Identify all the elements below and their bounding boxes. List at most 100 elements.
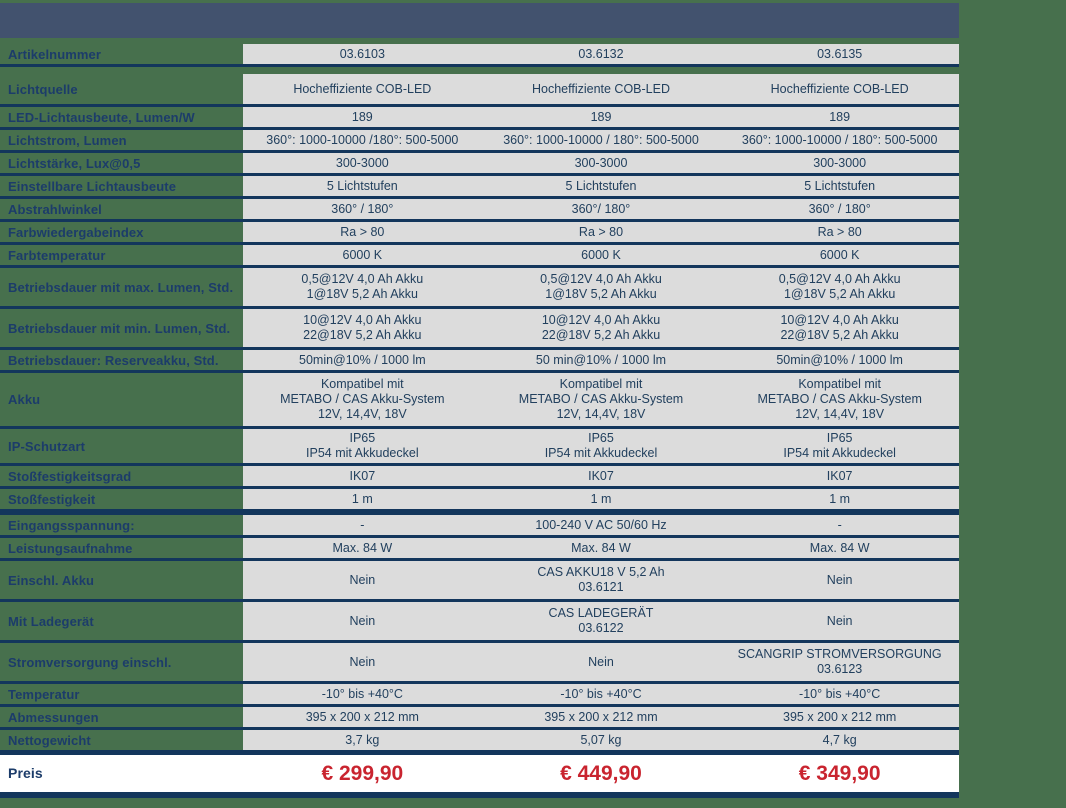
spec-label: Akku	[8, 392, 41, 407]
spec-label: Betriebsdauer: Reserveakku, Std.	[8, 352, 219, 368]
spec-value: 395 x 200 x 212 mm	[481, 707, 721, 727]
spec-value: € 349,90	[720, 755, 959, 792]
spec-value: 5 Lichtstufen	[481, 176, 721, 196]
table-row: Eingangsspannung: - 100-240 V AC 50/60 H…	[0, 515, 959, 538]
spec-value: IP65 IP54 mit Akkudeckel	[720, 429, 959, 463]
spec-label: Abmessungen	[8, 709, 99, 725]
spec-value: 360° / 180°	[243, 199, 482, 219]
table-row: Abstrahlwinkel 360° / 180° 360°/ 180° 36…	[0, 199, 959, 222]
spec-value: 395 x 200 x 212 mm	[720, 707, 959, 727]
table-row: Einschl. Akku Nein CAS AKKU18 V 5,2 Ah 0…	[0, 561, 959, 602]
spec-value: 6000 K	[720, 245, 959, 265]
spec-label: IP-Schutzart	[8, 438, 86, 454]
spec-value: IK07	[481, 466, 721, 486]
spec-value: Nein	[720, 602, 959, 640]
spec-value: Ra > 80	[481, 222, 721, 242]
spec-value: 189	[720, 107, 959, 127]
spec-value: 1 m	[243, 489, 482, 509]
spec-label: Eingangsspannung:	[8, 517, 135, 533]
spec-value: IP65 IP54 mit Akkudeckel	[243, 429, 482, 463]
spec-label: Stromversorgung einschl.	[8, 654, 172, 670]
spec-label: Nettogewicht	[8, 732, 91, 748]
spec-value: Nein	[243, 602, 482, 640]
spec-value: -10° bis +40°C	[720, 684, 959, 704]
spec-label: Preis	[0, 755, 243, 792]
spec-value: 189	[243, 107, 482, 127]
spec-value: 03.6103	[243, 44, 482, 64]
spec-value: 360°: 1000-10000 / 180°: 500-5000	[481, 130, 721, 150]
spec-value: 10@12V 4,0 Ah Akku 22@18V 5,2 Ah Akku	[720, 309, 959, 347]
spec-label: Artikelnummer	[8, 46, 102, 62]
spec-value: 300-3000	[720, 153, 959, 173]
spec-label: Lichtquelle	[8, 81, 78, 97]
spec-value: 395 x 200 x 212 mm	[243, 707, 482, 727]
table-row: Artikelnummer 03.6103 03.6132 03.6135	[0, 44, 959, 67]
spec-value: 5 Lichtstufen	[720, 176, 959, 196]
table-row: Lichtstrom, Lumen 360°: 1000-10000 /180°…	[0, 130, 959, 153]
table-row: Leistungsaufnahme Max. 84 W Max. 84 W Ma…	[0, 538, 959, 561]
spec-value: CAS LADEGERÄT 03.6122	[481, 602, 721, 640]
spec-value: € 449,90	[481, 755, 721, 792]
spec-value: Max. 84 W	[720, 538, 959, 558]
spec-value: 50min@10% / 1000 lm	[720, 350, 959, 370]
table-row: LED-Lichtausbeute, Lumen/W 189 189 189	[0, 107, 959, 130]
spec-value: 360°: 1000-10000 / 180°: 500-5000	[720, 130, 959, 150]
spec-value: -10° bis +40°C	[243, 684, 482, 704]
table-row: Farbwiedergabeindex Ra > 80 Ra > 80 Ra >…	[0, 222, 959, 245]
spec-value: 300-3000	[481, 153, 721, 173]
spec-value: Max. 84 W	[243, 538, 482, 558]
spec-value: 1 m	[720, 489, 959, 509]
spec-value: 360°/ 180°	[481, 199, 721, 219]
spec-label: Farbtemperatur	[8, 247, 106, 263]
table-row: Stoßfestigkeit 1 m 1 m 1 m	[0, 489, 959, 515]
spec-value: 10@12V 4,0 Ah Akku 22@18V 5,2 Ah Akku	[481, 309, 721, 347]
spec-value: Kompatibel mit METABO / CAS Akku-System …	[720, 373, 959, 426]
spec-value: Nein	[243, 561, 482, 599]
spec-label: Mit Ladegerät	[8, 613, 94, 629]
spec-value: Hocheffiziente COB-LED	[481, 74, 721, 104]
spec-table: Artikelnummer 03.6103 03.6132 03.6135 Li…	[0, 44, 959, 798]
table-row: Einstellbare Lichtausbeute 5 Lichtstufen…	[0, 176, 959, 199]
table-row: Nettogewicht 3,7 kg 5,07 kg 4,7 kg	[0, 730, 959, 755]
table-row: Lichtstärke, Lux@0,5 300-3000 300-3000 3…	[0, 153, 959, 176]
spec-label: Betriebsdauer mit max. Lumen, Std.	[8, 279, 234, 295]
spec-value: 360°: 1000-10000 /180°: 500-5000	[243, 130, 482, 150]
spec-label: Farbwiedergabeindex	[8, 224, 144, 240]
spec-value: IK07	[243, 466, 482, 486]
spec-value: SCANGRIP STROMVERSORGUNG 03.6123	[720, 643, 959, 681]
spec-value: Nein	[243, 643, 482, 681]
table-row: Betriebsdauer mit min. Lumen, Std. 10@12…	[0, 309, 959, 350]
spec-value: IK07	[720, 466, 959, 486]
spec-value: 03.6132	[481, 44, 721, 64]
table-row: Mit Ladegerät Nein CAS LADEGERÄT 03.6122…	[0, 602, 959, 643]
table-row: Farbtemperatur 6000 K 6000 K 6000 K	[0, 245, 959, 268]
table-row: Lichtquelle Hocheffiziente COB-LED Hoche…	[0, 74, 959, 107]
spec-value: 189	[481, 107, 721, 127]
spec-value: 50min@10% / 1000 lm	[243, 350, 482, 370]
spec-value: 300-3000	[243, 153, 482, 173]
spec-value: Hocheffiziente COB-LED	[720, 74, 959, 104]
table-row: Betriebsdauer mit max. Lumen, Std. 0,5@1…	[0, 268, 959, 309]
table-header-bar	[0, 3, 959, 38]
spec-value: IP65 IP54 mit Akkudeckel	[481, 429, 721, 463]
table-row: Stoßfestigkeitsgrad IK07 IK07 IK07	[0, 466, 959, 489]
spec-label: Abstrahlwinkel	[8, 201, 102, 217]
spec-label: Betriebsdauer mit min. Lumen, Std.	[8, 320, 231, 336]
spec-value: 360° / 180°	[720, 199, 959, 219]
spec-value: -10° bis +40°C	[481, 684, 721, 704]
spec-value: 6000 K	[481, 245, 721, 265]
spec-value: Nein	[481, 643, 721, 681]
table-row: Stromversorgung einschl. Nein Nein SCANG…	[0, 643, 959, 684]
spec-value: Max. 84 W	[481, 538, 721, 558]
table-row: IP-Schutzart IP65 IP54 mit Akkudeckel IP…	[0, 429, 959, 466]
spec-value: Nein	[720, 561, 959, 599]
spec-value: -	[243, 515, 482, 535]
spec-value: 5 Lichtstufen	[243, 176, 482, 196]
spec-value: 100-240 V AC 50/60 Hz	[481, 515, 721, 535]
spec-value: 1 m	[481, 489, 721, 509]
spec-value: 6000 K	[243, 245, 482, 265]
spec-label: Stoßfestigkeit	[8, 491, 96, 507]
spec-value: € 299,90	[243, 755, 482, 792]
spec-value: 03.6135	[720, 44, 959, 64]
spec-label: LED-Lichtausbeute, Lumen/W	[8, 109, 195, 125]
